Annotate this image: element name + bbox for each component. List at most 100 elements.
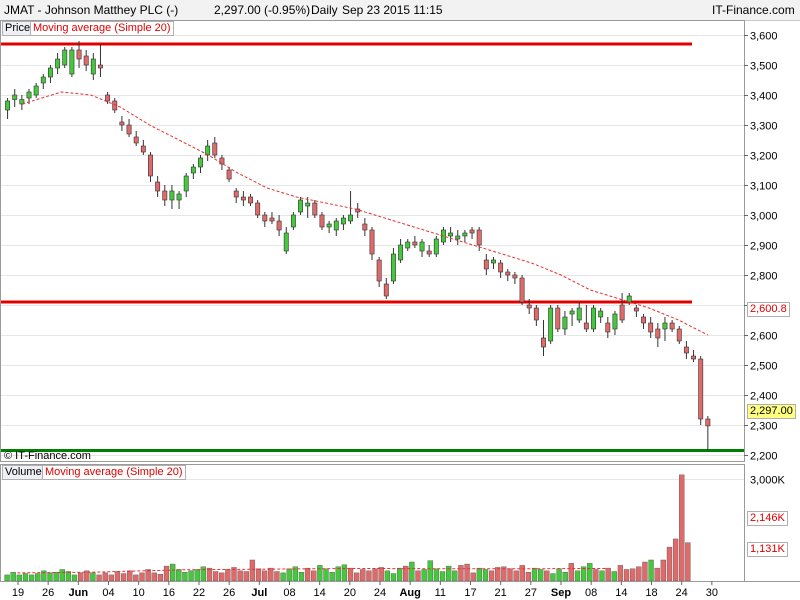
candle-body bbox=[290, 214, 296, 228]
candle-body bbox=[491, 259, 496, 264]
candle-body bbox=[140, 145, 146, 153]
candle-body bbox=[112, 100, 118, 111]
volume-last-value: 1,131K bbox=[747, 542, 788, 557]
volume-bar bbox=[525, 571, 532, 582]
volume-bar bbox=[599, 570, 605, 582]
candle-body bbox=[555, 307, 561, 330]
volume-bar bbox=[409, 561, 415, 582]
candle-body bbox=[705, 418, 711, 427]
candle-body bbox=[455, 235, 461, 240]
volume-ma-value: 2,146K bbox=[747, 511, 788, 526]
candle-body bbox=[212, 142, 218, 156]
volume-bar bbox=[317, 565, 323, 582]
price-tick-label: 3,500 bbox=[750, 61, 778, 73]
candle-body bbox=[83, 55, 89, 66]
volume-bar bbox=[341, 564, 348, 582]
candle-body bbox=[505, 271, 511, 276]
volume-bar bbox=[96, 574, 102, 582]
volume-bar bbox=[298, 571, 305, 582]
candle-body bbox=[240, 196, 246, 201]
volume-bar bbox=[170, 563, 176, 582]
x-tick-label: 14 bbox=[314, 587, 326, 599]
price-tick-label: 3,100 bbox=[750, 181, 778, 193]
volume-bar bbox=[458, 565, 464, 582]
volume-bar bbox=[188, 570, 194, 582]
candle-body bbox=[441, 229, 446, 243]
candle-body bbox=[326, 223, 332, 228]
volume-bar bbox=[268, 567, 274, 582]
volume-bar bbox=[550, 573, 556, 582]
volume-bar bbox=[488, 570, 495, 582]
candle-body bbox=[691, 355, 696, 360]
candle-body bbox=[626, 295, 632, 303]
candle-body bbox=[105, 94, 111, 102]
candle-body bbox=[148, 154, 153, 177]
x-tick-label: 22 bbox=[193, 587, 205, 599]
candle-body bbox=[190, 166, 196, 174]
candle-body bbox=[476, 229, 482, 246]
volume-bar bbox=[538, 569, 544, 582]
candle-body bbox=[383, 283, 389, 297]
candle-body bbox=[669, 322, 675, 330]
x-tick-label: Jun bbox=[69, 587, 89, 599]
candle-body bbox=[248, 196, 253, 204]
x-tick-label: 21 bbox=[495, 587, 507, 599]
volume-bar bbox=[53, 571, 59, 582]
candle-body bbox=[569, 310, 575, 315]
volume-ma-tag: Moving average (Simple 20) bbox=[42, 465, 186, 480]
volume-bar bbox=[78, 572, 84, 582]
volume-bar bbox=[593, 569, 599, 582]
candle-body bbox=[612, 313, 618, 330]
chart-header: JMAT - Johnson Matthey PLC (-) 2,297.00 … bbox=[0, 0, 800, 21]
volume-bar bbox=[102, 572, 108, 582]
price-tick-label: 2,600 bbox=[750, 331, 778, 343]
volume-bar bbox=[286, 568, 292, 582]
volume-bar bbox=[323, 568, 329, 582]
volume-bar bbox=[531, 567, 538, 582]
candle-body bbox=[169, 190, 175, 201]
price-frame bbox=[0, 20, 745, 462]
volume-bar bbox=[372, 568, 378, 582]
x-tick-label: 10 bbox=[133, 587, 145, 599]
price-tick-label: 3,300 bbox=[750, 121, 778, 133]
volume-bar bbox=[396, 567, 403, 582]
volume-bar bbox=[35, 573, 41, 582]
volume-bar bbox=[556, 568, 562, 582]
volume-bar bbox=[157, 574, 164, 582]
candle-body bbox=[26, 91, 32, 99]
volume-bar bbox=[378, 567, 384, 582]
candle-body bbox=[655, 328, 661, 339]
period-label: Daily bbox=[311, 3, 338, 17]
axis-labels: 3,600 3,500 3,400 3,300 3,200 3,100 3,000 2,900… bbox=[12, 31, 786, 600]
volume-bar bbox=[280, 572, 286, 582]
candle-body bbox=[198, 157, 203, 168]
volume-bar bbox=[262, 570, 268, 582]
volume-bar bbox=[71, 574, 78, 582]
candle-body bbox=[433, 238, 439, 255]
volume-bar bbox=[519, 565, 525, 582]
candle-body bbox=[255, 202, 261, 216]
volume-bar bbox=[163, 565, 170, 582]
volume-bar bbox=[452, 570, 458, 582]
volume-moving-average bbox=[17, 567, 606, 574]
candle-body bbox=[376, 259, 382, 282]
volume-bar bbox=[568, 563, 574, 582]
volume-bar bbox=[59, 569, 65, 582]
volume-bar bbox=[617, 565, 624, 582]
axes bbox=[0, 20, 800, 585]
candle-body bbox=[312, 202, 318, 216]
candle-body bbox=[262, 214, 268, 222]
volume-bar bbox=[90, 572, 96, 582]
candle-body bbox=[133, 136, 139, 144]
x-tick-label: 20 bbox=[344, 587, 356, 599]
x-tick-label: 11 bbox=[435, 587, 446, 599]
candle-body bbox=[419, 241, 425, 252]
x-tick-label: 26 bbox=[42, 587, 54, 599]
candle-body bbox=[662, 322, 668, 330]
candle-body bbox=[19, 99, 25, 105]
volume-bar bbox=[574, 570, 581, 582]
volume-bar bbox=[176, 569, 182, 582]
candle-body bbox=[698, 358, 704, 420]
volume-bar bbox=[274, 571, 280, 582]
